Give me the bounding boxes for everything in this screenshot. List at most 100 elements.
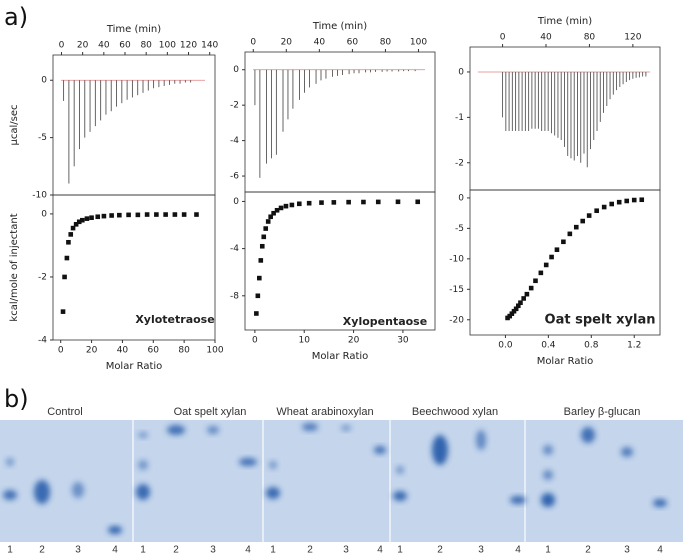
gel-image [0,420,683,542]
gel-band [341,425,351,431]
y-tick-label: 0 [458,67,464,77]
gel-band [393,491,407,501]
y-tick-label: 0 [458,193,464,203]
annotation: Xylotetraose [135,313,214,326]
x-tick-label: 140 [201,41,218,51]
data-point [586,213,592,218]
x-tick-label: 120 [624,33,641,43]
data-point [126,212,131,218]
gel-band [510,496,526,504]
data-point [163,212,168,217]
gel-band [239,458,257,466]
data-point [263,226,269,231]
x-axis-label: Molar Ratio [537,356,594,367]
data-point [616,199,622,205]
gel-band [72,482,84,498]
data-point [518,300,523,306]
gel-band [432,435,448,465]
gel-group-label: Wheat arabinoxylan [276,406,373,418]
data-point [375,199,381,205]
gel-band [136,484,150,500]
data-point [543,262,549,268]
data-point [580,218,586,224]
x-tick-label: 100 [159,41,176,51]
data-point [296,201,302,207]
x-tick-label: 20 [77,41,89,51]
gel-background [0,420,683,542]
data-point [528,285,534,291]
data-point [561,239,566,245]
x-axis-label: Molar Ratio [106,361,163,372]
data-point [172,212,178,217]
data-point [73,222,79,227]
lane-number: 4 [657,545,663,556]
x-tick-label: 10 [298,336,310,346]
data-point [274,207,280,213]
data-point [62,274,67,280]
x-tick-label: 80 [140,41,152,51]
y-tick-label: -4 [38,336,47,346]
data-point [631,197,637,203]
x-tick-label: 1.2 [627,341,641,351]
data-point [554,247,560,253]
x-tick-label: 0 [250,38,256,48]
y-tick-label: -20 [449,315,464,325]
gel-band [108,526,122,534]
data-point [66,239,71,245]
x-tick-label: 40 [98,41,110,51]
x-tick-label: 100 [410,38,427,48]
lane-number: 3 [75,545,81,556]
gel-band [621,447,633,457]
data-point [181,212,187,217]
plot-frame [469,46,661,191]
y-tick-label: -6 [230,172,239,182]
lane-number: 4 [515,545,521,556]
data-point [601,204,607,210]
x-tick-label: 0 [252,336,258,346]
gel-band [138,432,148,438]
x-axis-label: Time (min) [537,16,592,27]
data-point [549,254,554,260]
data-point [346,199,351,205]
data-point [609,201,614,207]
data-point [594,208,599,214]
x-tick-label: 0 [58,346,64,356]
gel-band [138,460,148,470]
lane-number: 3 [478,545,484,556]
data-point [117,212,122,218]
data-point [361,199,366,205]
x-tick-label: 0 [59,41,65,51]
data-point [144,212,150,217]
gel-band [34,480,50,504]
lane-number: 3 [343,545,349,556]
y-tick-label: -1 [455,113,464,123]
x-tick-label: 80 [178,346,190,356]
data-point [95,214,101,220]
data-point [259,243,265,249]
lane-number: 2 [173,545,179,556]
data-point [283,203,289,209]
plot-frame [52,54,216,196]
lane-number: 1 [7,545,13,556]
plot-frame [52,194,216,341]
x-tick-label: 40 [314,38,326,48]
gel-band [581,427,595,443]
y-tick-label: -10 [32,191,47,201]
data-point [268,214,273,220]
data-point [64,255,70,261]
x-tick-label: 0.4 [541,341,556,351]
lane-number: 2 [437,545,443,556]
gel-band [476,430,486,450]
lane-number: 3 [210,545,216,556]
annotation: Xylopentaose [343,315,427,328]
plot-frame [244,51,436,193]
x-tick-label: 0.8 [584,341,599,351]
x-tick-label: 100 [206,346,223,356]
gel-band [6,458,14,466]
y-tick-label: -5 [455,224,464,234]
gel-band [302,423,318,431]
gel-band [541,493,555,507]
data-point [331,200,337,205]
gel-group-label: Barley β-glucan [564,406,641,418]
